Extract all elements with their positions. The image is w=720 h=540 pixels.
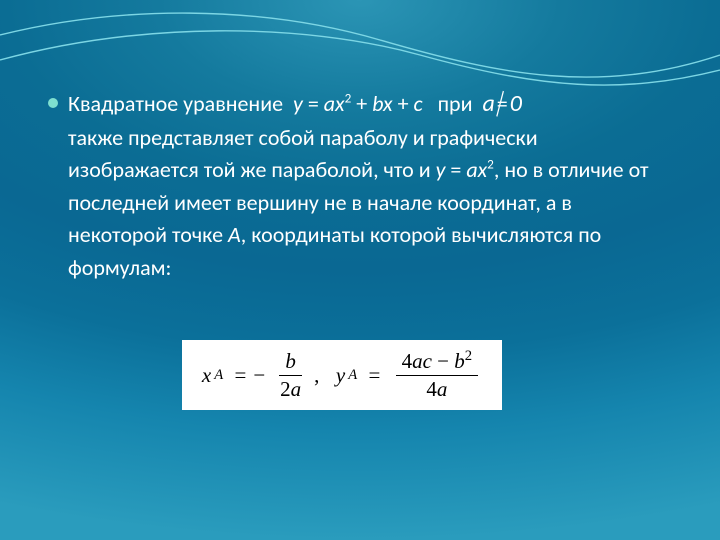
- text-p1: Квадратное уравнение: [68, 90, 288, 117]
- condition: a=0: [482, 86, 521, 122]
- content-area: Квадратное уравнение y = ax2 + bx + c пр…: [48, 86, 660, 284]
- f2-num: 4ac − b2: [396, 348, 479, 375]
- bullet-disc-icon: [48, 98, 58, 108]
- wave-path-1: [0, 13, 720, 77]
- wave-decoration: [0, 0, 720, 95]
- f-eq2: =: [368, 363, 380, 388]
- formula-box: xA = − b 2a , yA = 4ac − b2 4a: [182, 340, 502, 410]
- f-minus: −: [253, 363, 265, 388]
- f-comma: ,: [314, 363, 319, 388]
- point-a: A: [228, 221, 241, 248]
- f1-num: b: [279, 348, 302, 375]
- f-y: y: [336, 363, 345, 388]
- f-x: x: [202, 363, 211, 388]
- text-mid: при: [433, 90, 478, 117]
- neq-strike-icon: [482, 86, 521, 122]
- wave-path-2: [0, 31, 720, 85]
- fraction-1: b 2a: [274, 348, 307, 401]
- body-text: Квадратное уравнение y = ax2 + bx + c пр…: [68, 86, 660, 284]
- equation-1: y = ax2 + bx + c: [293, 90, 423, 117]
- formula: xA = − b 2a , yA = 4ac − b2 4a: [202, 348, 482, 401]
- slide: Квадратное уравнение y = ax2 + bx + c пр…: [0, 0, 720, 540]
- fraction-2: 4ac − b2 4a: [396, 348, 479, 401]
- f-eq1: =: [234, 363, 246, 388]
- bullet-item: Квадратное уравнение y = ax2 + bx + c пр…: [48, 86, 660, 284]
- f1-den: 2a: [274, 376, 307, 402]
- f2-den: 4a: [420, 376, 453, 402]
- equation-2: y = ax2: [436, 156, 494, 183]
